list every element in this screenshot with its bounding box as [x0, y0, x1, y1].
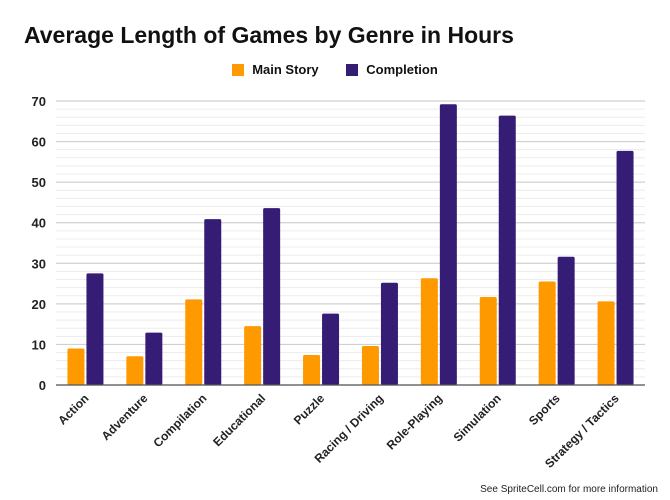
bar-main-story [185, 299, 203, 385]
bar-completion [86, 273, 104, 385]
y-tick-label: 10 [32, 337, 46, 352]
bar-main-story [479, 296, 497, 385]
x-tick-label: Simulation [451, 391, 504, 444]
bar-main-story [67, 348, 85, 385]
bar-completion [322, 313, 340, 385]
legend-swatch-main-story [232, 63, 245, 76]
bar-completion [380, 282, 398, 385]
legend-label: Completion [366, 62, 438, 77]
bar-main-story [244, 326, 262, 385]
bar-completion [557, 256, 575, 385]
x-tick-label: Sports [526, 391, 563, 428]
bar-completion [204, 219, 222, 385]
bar-completion [263, 208, 281, 385]
y-tick-label: 20 [32, 297, 46, 312]
legend-label: Main Story [252, 62, 319, 77]
y-tick-label: 60 [32, 135, 46, 150]
legend-item-main-story: Main Story [232, 62, 319, 77]
x-tick-label: Role-Playing [384, 391, 445, 452]
y-tick-label: 70 [32, 94, 46, 109]
y-tick-label: 50 [32, 175, 46, 190]
x-tick-label: Adventure [99, 391, 151, 443]
bar-main-story [126, 356, 144, 385]
x-tick-label: Compilation [150, 391, 209, 450]
bar-main-story [361, 346, 379, 385]
bar-completion [145, 332, 163, 385]
x-tick-label: Action [55, 391, 91, 427]
y-tick-label: 40 [32, 216, 46, 231]
bar-main-story [538, 281, 556, 385]
bar-completion [498, 115, 516, 385]
legend: Main Story Completion [0, 62, 670, 79]
legend-swatch-completion [346, 63, 359, 76]
x-tick-label: Puzzle [291, 391, 328, 428]
y-tick-label: 0 [39, 378, 46, 393]
bar-main-story [420, 278, 438, 385]
y-tick-label: 30 [32, 256, 46, 271]
bar-main-story [597, 301, 615, 385]
bar-completion [616, 150, 634, 385]
footer-note: See SpriteCell.com for more information [480, 484, 658, 495]
bar-completion [439, 104, 457, 385]
legend-item-completion: Completion [346, 62, 438, 77]
x-tick-label: Educational [210, 391, 268, 449]
bar-main-story [303, 354, 321, 385]
chart-title: Average Length of Games by Genre in Hour… [24, 22, 514, 48]
